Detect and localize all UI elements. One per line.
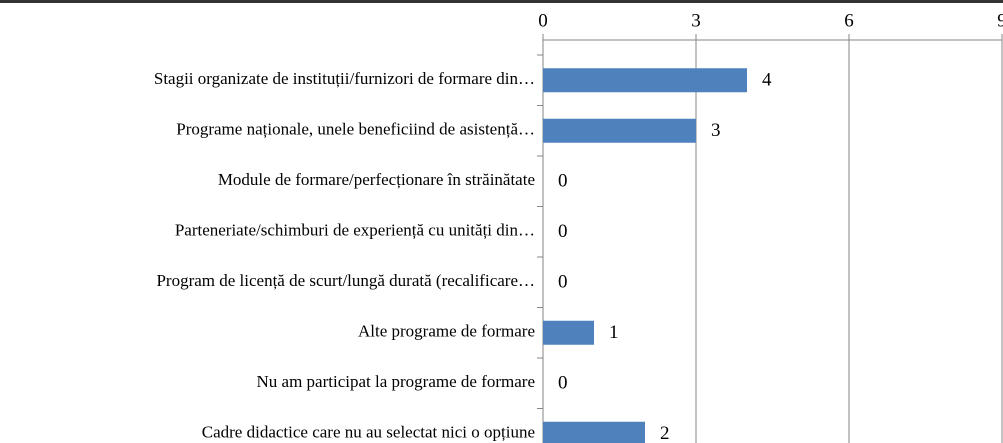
- y-tick-label: Programe naționale, unele beneficiind de…: [176, 120, 535, 139]
- y-tick-label: Nu am participat la programe de formare: [257, 372, 535, 391]
- data-label: 4: [762, 70, 772, 91]
- data-label: 2: [660, 423, 670, 443]
- bar: [543, 421, 645, 443]
- data-label: 0: [558, 272, 568, 293]
- x-tick-label: 3: [691, 10, 701, 31]
- bar: [543, 118, 696, 143]
- x-tick-label: 9: [997, 10, 1003, 31]
- data-label: 0: [558, 373, 568, 394]
- x-tick-label: 6: [844, 10, 854, 31]
- top-border: [0, 0, 1003, 3]
- bar: [543, 320, 594, 345]
- data-label: 0: [558, 171, 568, 192]
- bar: [543, 68, 747, 93]
- y-tick-label: Parteneriate/schimburi de experiență cu …: [175, 221, 535, 240]
- y-tick-label: Program de licență de scurt/lungă durată…: [156, 271, 535, 290]
- y-tick-label: Cadre didactice care nu au selectat nici…: [202, 423, 535, 442]
- data-label: 0: [558, 221, 568, 242]
- x-tick-label: 0: [538, 10, 548, 31]
- data-label: 3: [711, 120, 721, 141]
- y-tick-label: Alte programe de formare: [358, 322, 535, 341]
- y-tick-label: Module de formare/perfecționare în străi…: [218, 170, 535, 189]
- y-tick-label: Stagii organizate de instituții/furnizor…: [154, 69, 535, 88]
- data-label: 1: [609, 322, 619, 343]
